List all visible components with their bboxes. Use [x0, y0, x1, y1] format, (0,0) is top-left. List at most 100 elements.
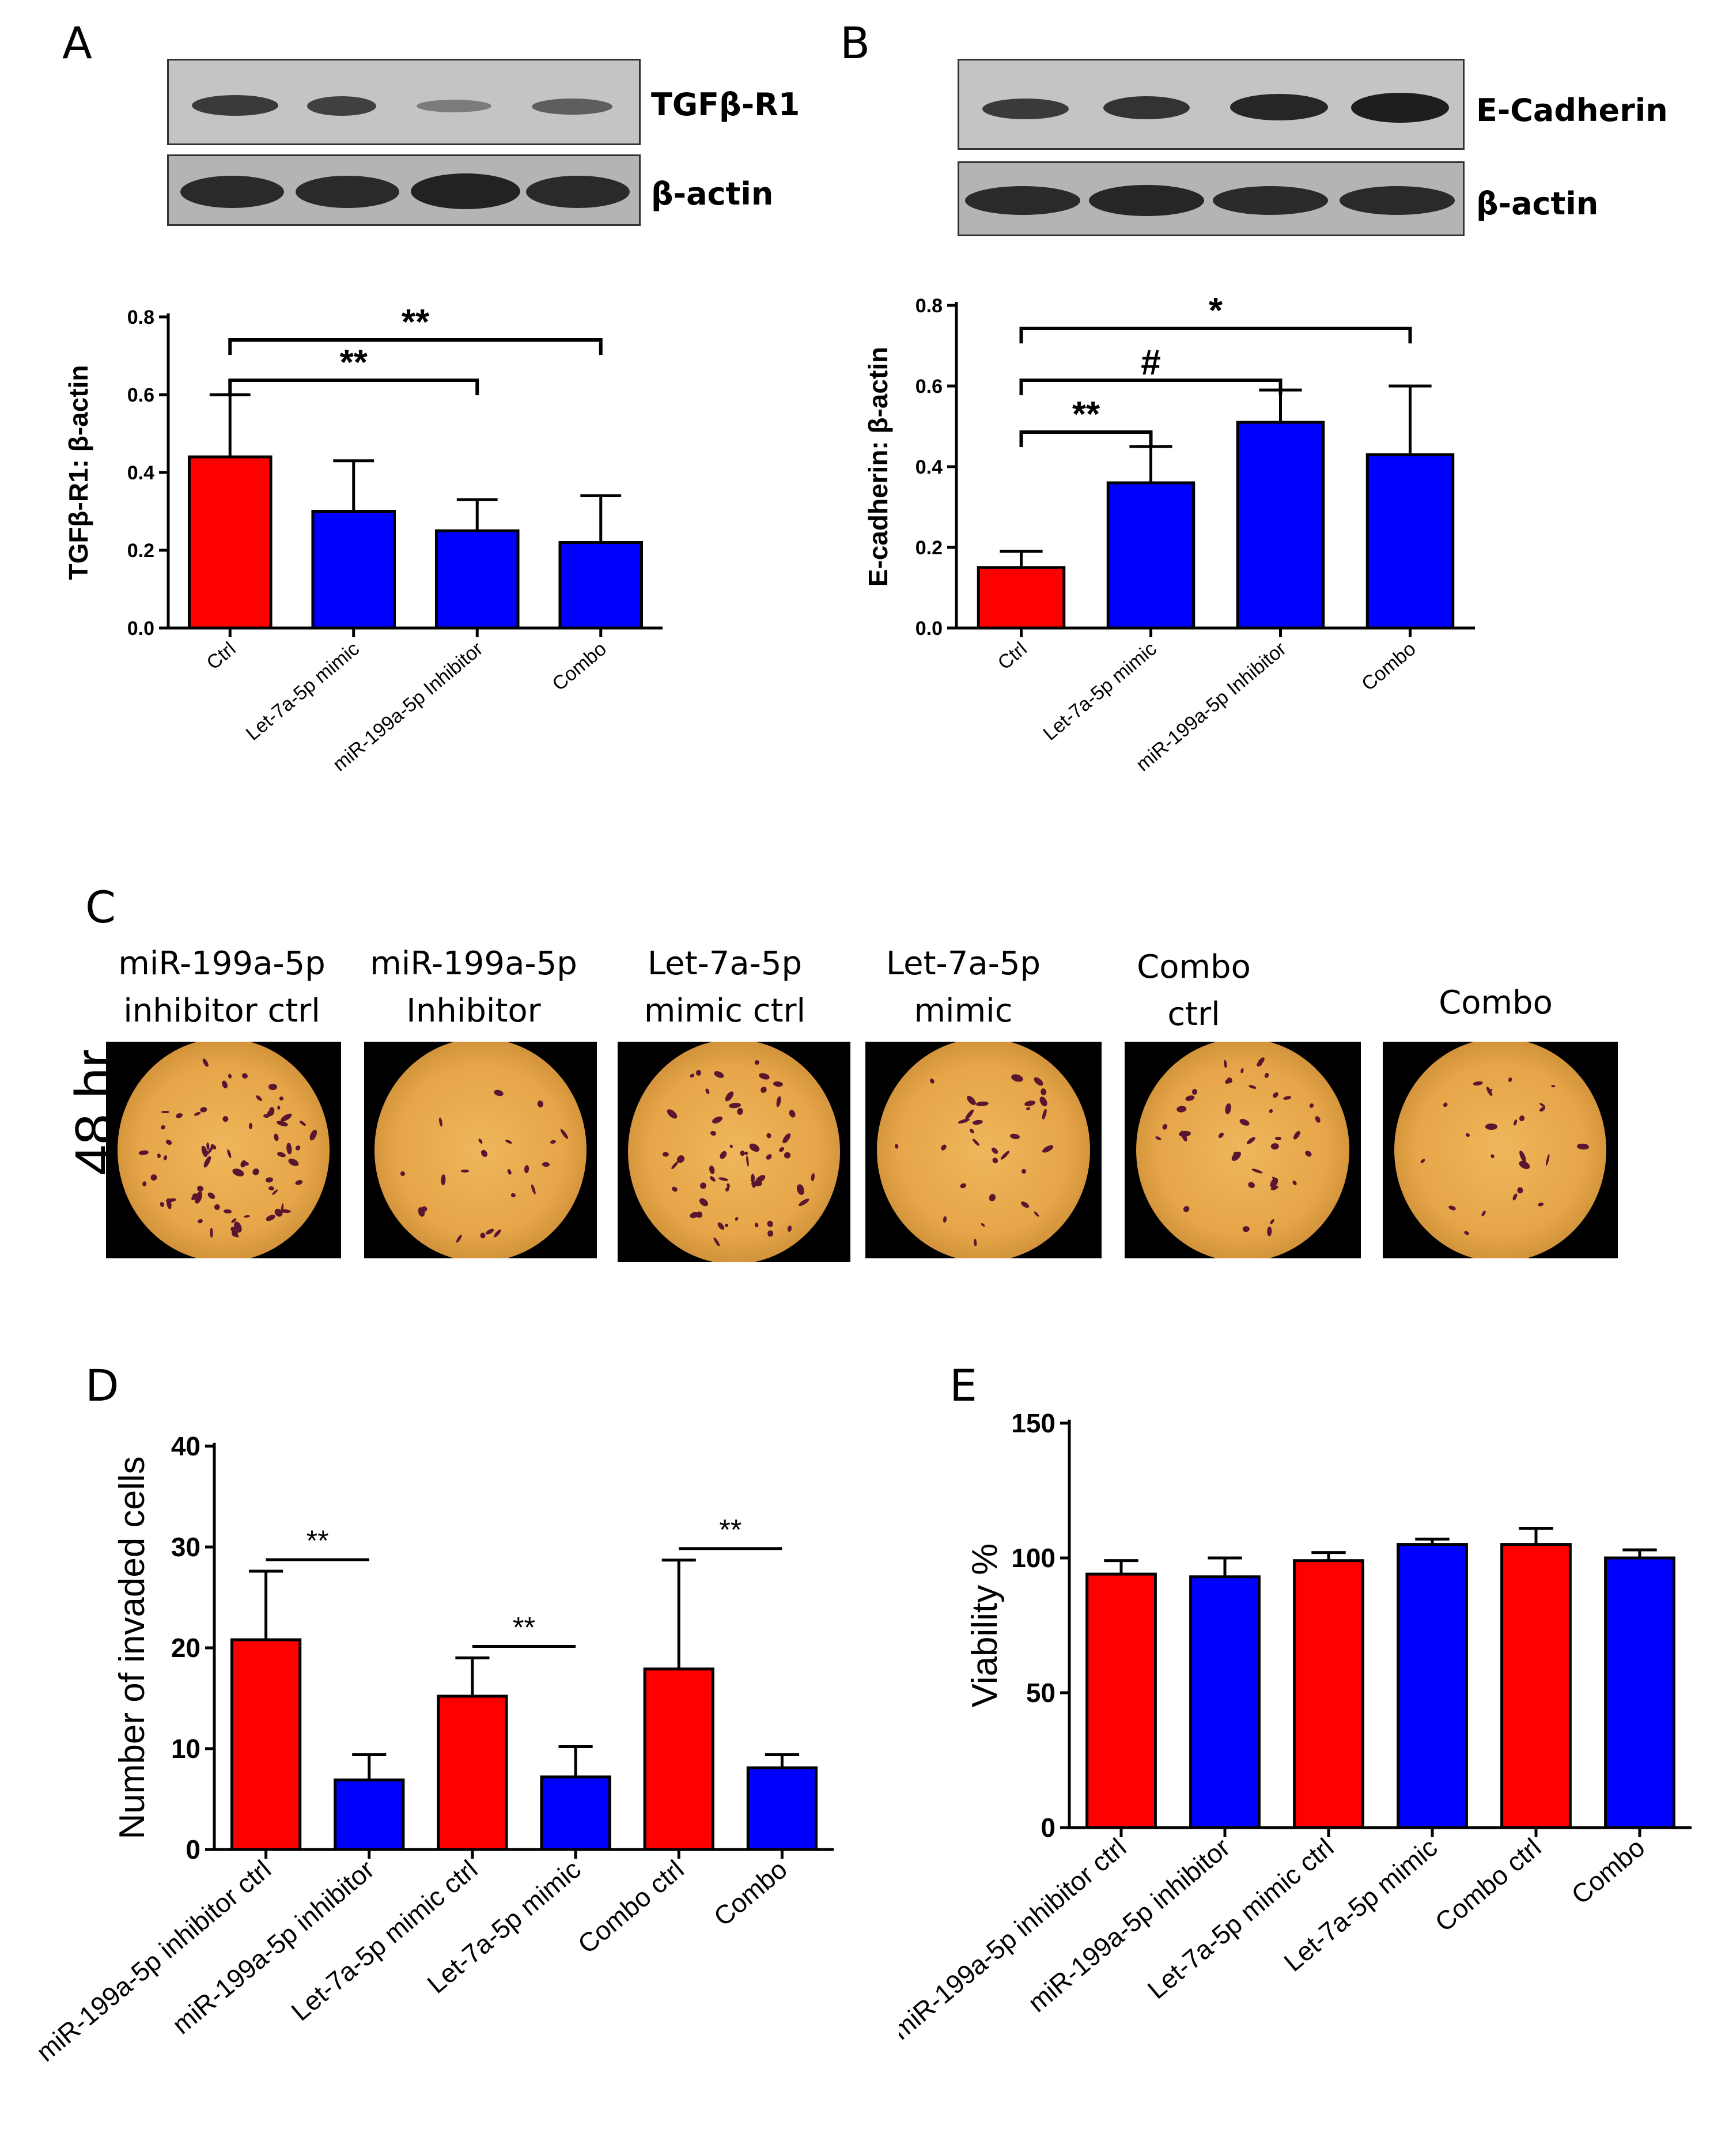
stained-cell: [959, 1182, 967, 1189]
stained-cell: [1040, 1088, 1047, 1096]
stained-cell: [943, 1216, 948, 1223]
well-caption-5: Combo ctrl: [1079, 944, 1309, 1038]
stained-cell: [478, 1137, 483, 1144]
y-axis-label-d: Number of invaded cells: [112, 1456, 152, 1839]
stained-cell: [214, 1204, 220, 1211]
well-caption-5-line2: ctrl: [1167, 996, 1220, 1033]
stained-cell: [751, 1181, 763, 1186]
stained-cell: [210, 1227, 213, 1238]
stained-cell: [1251, 1167, 1263, 1175]
stained-cell: [1023, 1100, 1036, 1107]
stained-cell: [194, 1111, 201, 1117]
stained-cell: [1473, 1080, 1483, 1086]
stained-cell: [200, 1106, 208, 1113]
stained-cell: [765, 1132, 772, 1139]
stained-cell: [766, 1219, 774, 1228]
stained-cell: [1481, 1210, 1487, 1217]
stained-cell: [506, 1168, 512, 1175]
stained-cell: [1217, 1132, 1225, 1139]
stained-cell: [1192, 1088, 1198, 1095]
stained-cell: [724, 1090, 736, 1103]
stained-cell: [765, 1153, 773, 1162]
x-tick-label-d: Combo ctrl: [572, 1854, 690, 1960]
well-caption-1-line1: miR-199a-5p: [118, 945, 326, 982]
stained-cell: [1270, 1143, 1280, 1150]
blot-b-label-ecadherin: E-Cadherin: [1476, 92, 1668, 128]
stained-cell: [202, 1155, 212, 1169]
stained-cell: [461, 1169, 470, 1173]
stained-cell: [268, 1083, 277, 1091]
stained-cell: [294, 1179, 303, 1186]
stained-cell: [758, 1072, 770, 1081]
y-tick-label-d: 0: [186, 1835, 200, 1864]
x-tick-label-e: Combo: [1565, 1832, 1650, 1910]
stained-cell: [940, 1143, 948, 1151]
stained-cell: [670, 1160, 679, 1170]
stained-cell: [665, 1107, 679, 1121]
stained-cell: [698, 1196, 710, 1208]
stained-cell: [894, 1144, 899, 1149]
panel-letter-c: C: [85, 882, 116, 933]
stained-cell: [713, 1069, 725, 1079]
bar-e: [1189, 1575, 1261, 1829]
bar-e: [1293, 1559, 1364, 1829]
y-tick-label-b: 0.0: [915, 618, 943, 640]
significance-bracket-a: [228, 379, 479, 395]
stained-cell: [1576, 1143, 1590, 1150]
y-axis-label-a: TGFβ-R1: β-actin: [63, 365, 93, 580]
well-caption-1-line2: inhibitor ctrl: [123, 992, 320, 1030]
stained-cell: [542, 1162, 550, 1167]
stained-cell: [748, 1142, 761, 1154]
stained-cell: [662, 1151, 669, 1158]
stained-cell: [745, 1155, 749, 1167]
stained-cell: [1291, 1180, 1297, 1187]
stained-cell: [976, 1101, 989, 1107]
blot-a-label-tgfbr1: TGFβ-R1: [651, 86, 800, 123]
stained-cell: [537, 1100, 544, 1108]
stained-cell: [202, 1058, 210, 1068]
stained-cell: [1224, 1103, 1232, 1115]
stained-cell: [228, 1073, 232, 1079]
stained-cell: [530, 1184, 537, 1195]
stained-cell: [711, 1115, 724, 1125]
stained-cell: [754, 1060, 760, 1065]
stained-cell: [276, 1119, 289, 1128]
stained-cell: [162, 1155, 168, 1161]
stained-cell: [735, 1216, 739, 1221]
stained-cell: [294, 1144, 302, 1152]
stained-cell: [1275, 1137, 1282, 1140]
stained-cell: [1011, 1073, 1024, 1083]
bar-d: [540, 1775, 611, 1851]
stained-cell: [999, 1149, 1011, 1161]
stained-cell: [221, 1079, 229, 1090]
well-image-4: [865, 1042, 1102, 1258]
stained-cell: [1041, 1108, 1047, 1121]
x-tick-label-e: Let-7a-5p mimic ctrl: [1142, 1832, 1340, 2004]
stained-cell: [1508, 1077, 1512, 1083]
significance-label-d: **: [719, 1514, 741, 1546]
significance-label-d: **: [307, 1525, 329, 1557]
significance-bracket-b: [1019, 430, 1153, 447]
bar-d: [437, 1694, 508, 1851]
stained-cell: [973, 1239, 977, 1247]
stained-cell: [455, 1234, 463, 1243]
stained-cell: [1465, 1132, 1470, 1137]
y-tick-label-d: 40: [171, 1431, 200, 1461]
stained-cell: [699, 1182, 707, 1190]
y-tick-label-e: 100: [1011, 1543, 1055, 1573]
stained-cell: [223, 1209, 232, 1214]
well-caption-3-line2: mimic ctrl: [644, 992, 806, 1030]
well-image-5: [1125, 1042, 1361, 1258]
stained-cell: [1178, 1130, 1191, 1137]
bar-d: [230, 1638, 302, 1851]
stained-cell: [1176, 1106, 1187, 1113]
stained-cell: [712, 1236, 721, 1247]
well-caption-5-line1: Combo: [1137, 948, 1251, 986]
stained-cell: [1026, 1107, 1031, 1111]
stained-cell: [724, 1223, 729, 1228]
bar-a: [311, 510, 396, 630]
y-tick-label-a: 0.6: [127, 384, 154, 406]
